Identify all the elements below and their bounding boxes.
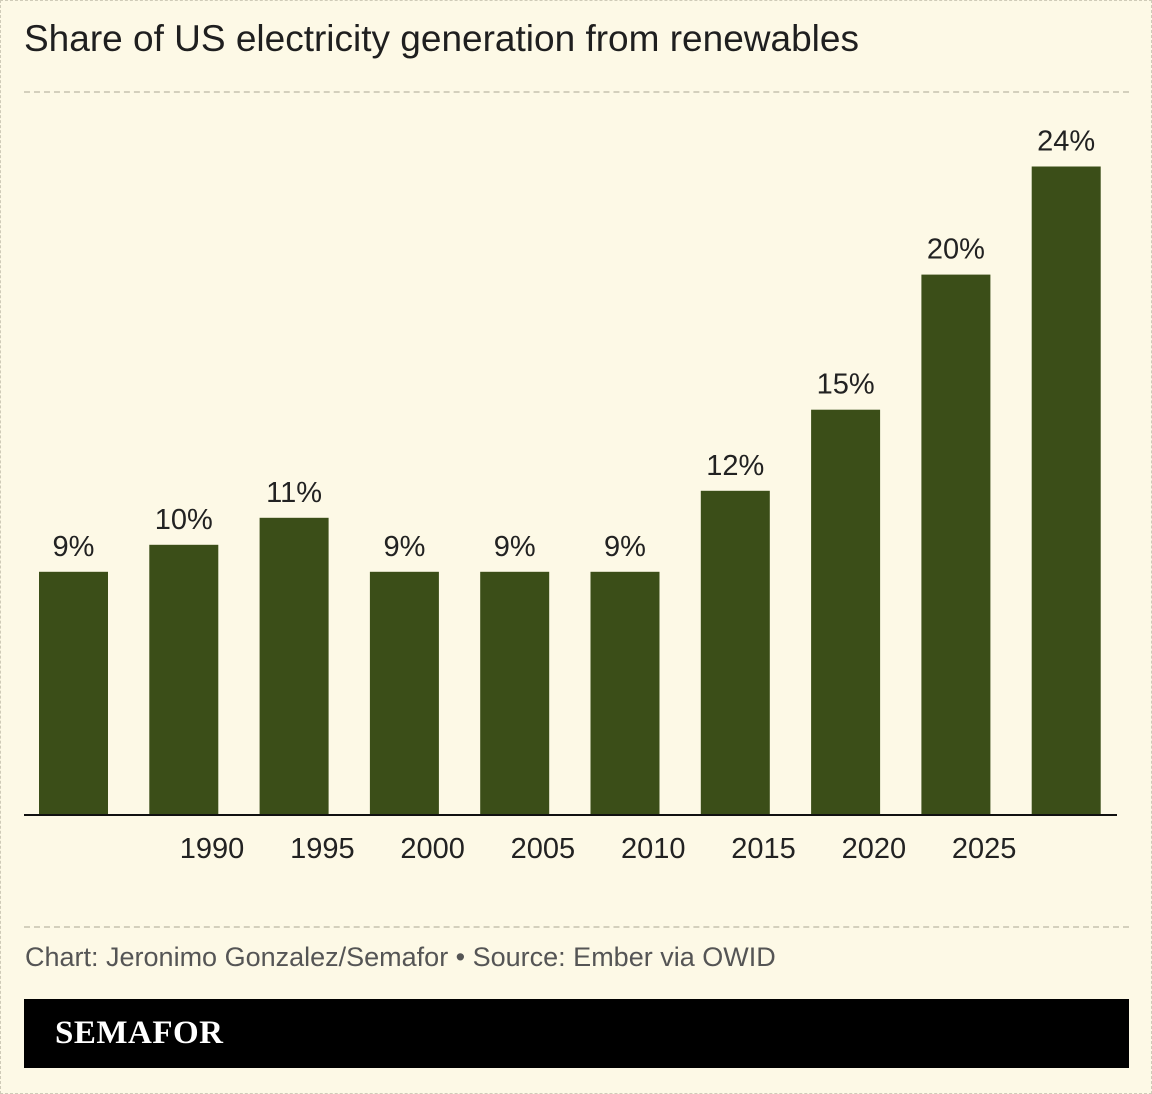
- bar-2005: [480, 571, 550, 815]
- x-tick-2025: 2025: [952, 833, 1017, 865]
- bar-2020: [811, 409, 881, 815]
- value-label-2005: 9%: [494, 531, 536, 563]
- title-divider: [24, 91, 1129, 93]
- chart-title: Share of US electricity generation from …: [24, 18, 859, 59]
- source-credit: Chart: Jeronimo Gonzalez/Semafor • Sourc…: [25, 942, 776, 972]
- value-label-2025: 24%: [1037, 126, 1095, 158]
- value-label-1990: 10%: [155, 504, 213, 536]
- x-tick-2000: 2000: [400, 833, 465, 865]
- value-label-2020: 15%: [817, 369, 875, 401]
- brand-logo: SEMAFOR: [55, 1015, 224, 1051]
- bars-group: [39, 166, 1101, 816]
- bar-2000: [369, 571, 439, 815]
- x-tick-1995: 1995: [290, 833, 355, 865]
- x-tick-1990: 1990: [180, 833, 245, 865]
- value-label-1985: 9%: [53, 531, 95, 563]
- value-label-2015: 12%: [706, 450, 764, 482]
- x-tick-2015: 2015: [731, 833, 796, 865]
- value-labels-group: 9% 10% 11% 9% 9% 9% 12% 15% 20% 24%: [53, 126, 1096, 563]
- value-label-1995: 11%: [266, 477, 322, 509]
- x-tick-labels-group: 1990 1995 2000 2005 2010 2015 2020 2025: [180, 833, 1017, 865]
- bar-2025: [1031, 166, 1101, 815]
- brand-bar: SEMAFOR: [24, 999, 1129, 1068]
- bar-1985: [39, 571, 108, 815]
- x-tick-2020: 2020: [842, 833, 907, 865]
- bar-2015: [700, 490, 770, 815]
- bar-1995: [259, 517, 329, 815]
- footer-divider: [24, 926, 1129, 928]
- bar-1990: [149, 544, 219, 815]
- value-label-2023: 20%: [927, 234, 985, 266]
- value-label-2010: 9%: [604, 531, 646, 563]
- bar-2023: [921, 274, 991, 816]
- bar-2010: [590, 571, 660, 815]
- value-label-2000: 9%: [383, 531, 425, 563]
- x-tick-2010: 2010: [621, 833, 686, 865]
- x-tick-2005: 2005: [511, 833, 576, 865]
